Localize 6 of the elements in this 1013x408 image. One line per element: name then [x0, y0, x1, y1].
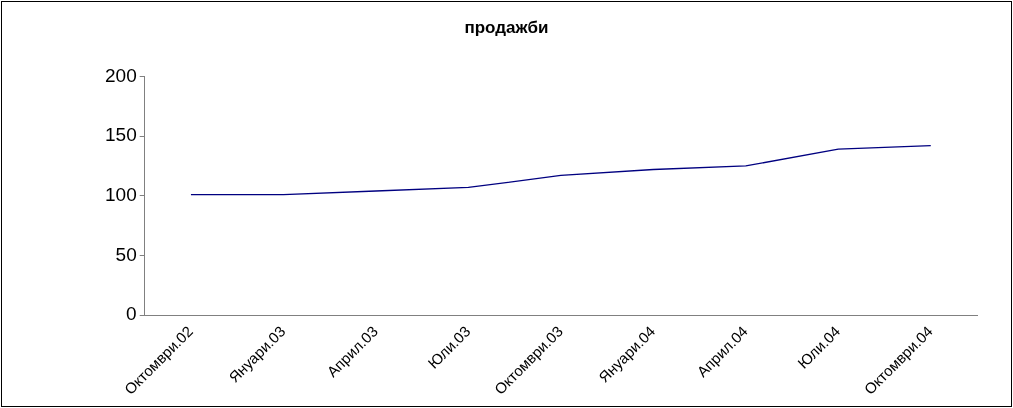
y-tick-label: 200 — [105, 64, 137, 86]
y-tick-label: 150 — [105, 124, 137, 146]
y-tick-label: 50 — [115, 243, 137, 265]
y-tick-label: 0 — [126, 303, 137, 325]
chart-title: продажби — [463, 18, 550, 38]
y-tick-label: 100 — [105, 184, 137, 205]
